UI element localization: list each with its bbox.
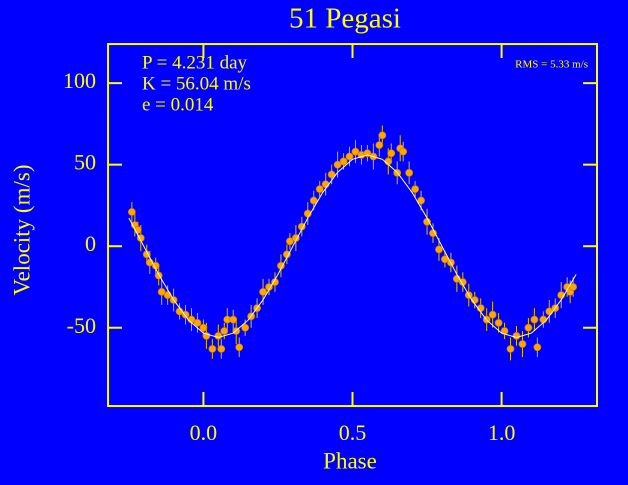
- x-tick-label: 1.0: [488, 420, 516, 445]
- data-point: [127, 208, 136, 216]
- data-point: [259, 287, 267, 296]
- data-point: [411, 185, 420, 194]
- data-point: [512, 331, 521, 340]
- data-point: [345, 152, 354, 161]
- data-point: [500, 327, 509, 335]
- data-point: [405, 168, 414, 177]
- data-point: [321, 180, 330, 189]
- data-point: [235, 343, 244, 352]
- y-tick-label: 50: [74, 150, 96, 175]
- data-point: [333, 160, 342, 169]
- data-point: [157, 287, 166, 296]
- data-point: [387, 149, 396, 158]
- data-point: [339, 157, 348, 166]
- data-point: [530, 315, 539, 324]
- data-point: [506, 345, 515, 353]
- data-point: [524, 323, 533, 332]
- chart-title: 51 Pegasi: [289, 3, 401, 35]
- y-axis-label: Velocity (m/s): [9, 165, 34, 296]
- data-point: [569, 283, 578, 291]
- y-tick-label: 100: [63, 68, 96, 93]
- data-point: [217, 345, 226, 353]
- data-point: [351, 147, 360, 156]
- x-tick-label: 0.0: [190, 420, 218, 445]
- annotation: e = 0.014: [142, 94, 214, 115]
- data-point: [315, 185, 324, 194]
- data-point: [375, 141, 384, 149]
- data-point: [229, 315, 238, 324]
- rms-label: RMS = 5.33 m/s: [515, 59, 588, 71]
- data-point: [378, 131, 387, 140]
- annotation: P = 4.231 day: [142, 52, 248, 73]
- data-point: [285, 237, 294, 246]
- data-point: [533, 343, 542, 352]
- data-point: [199, 323, 208, 332]
- data-point: [399, 147, 408, 156]
- x-tick-label: 0.5: [339, 420, 367, 445]
- y-tick-label: 0: [85, 231, 96, 256]
- y-tick-label: -50: [67, 313, 96, 338]
- data-point: [494, 318, 503, 327]
- data-point: [417, 196, 425, 205]
- data-point: [193, 318, 202, 327]
- data-point: [214, 331, 223, 340]
- data-point: [220, 327, 229, 335]
- data-point: [271, 278, 279, 286]
- x-axis-label: Phase: [323, 448, 377, 473]
- annotation: K = 56.04 m/s: [142, 73, 251, 94]
- data-point: [327, 170, 336, 179]
- data-point: [518, 340, 527, 348]
- data-point: [241, 323, 250, 332]
- data-point: [488, 310, 497, 319]
- data-point: [208, 345, 217, 353]
- fit-curve: [128, 154, 577, 339]
- data-point: [309, 196, 318, 205]
- data-point: [435, 245, 443, 254]
- data-point: [458, 278, 467, 286]
- data-point: [163, 291, 172, 300]
